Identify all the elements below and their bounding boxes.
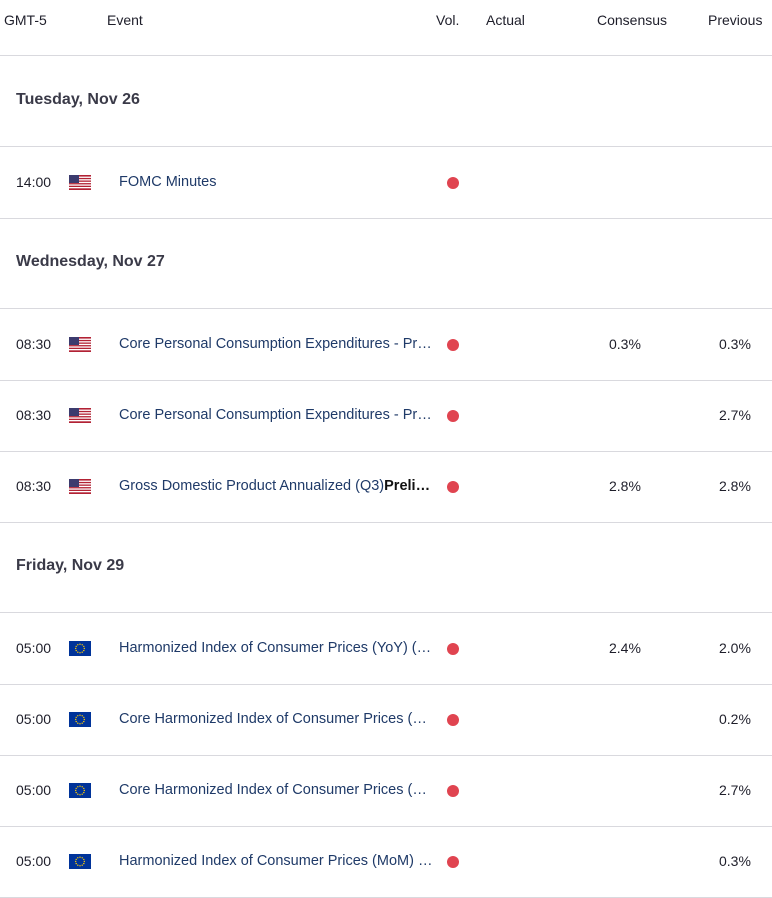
event-name[interactable]: Core Harmonized Index of Consumer Prices… (119, 711, 427, 727)
high-volatility-indicator (447, 856, 459, 868)
day-header-friday: Friday, Nov 29 (0, 522, 772, 613)
event-name[interactable]: Gross Domestic Product Annualized (Q3)Pr… (119, 478, 431, 494)
eu-flag-icon (69, 783, 91, 798)
event-name[interactable]: Core Personal Consumption Expenditures -… (119, 336, 432, 352)
consensus-value: 2.4% (609, 640, 641, 656)
high-volatility-indicator (447, 339, 459, 351)
volatility-header: Vol. (436, 12, 460, 28)
table-row[interactable]: 05:00 Harmonized Index of Consumer Price… (0, 826, 772, 898)
event-time: 08:30 (16, 478, 52, 494)
previous-value: 2.7% (719, 407, 751, 423)
calendar-header: GMT-5 Event Vol. Actual Consensus Previo… (0, 0, 772, 56)
previous-value: 2.8% (719, 478, 751, 494)
previous-value: 2.0% (719, 640, 751, 656)
event-time: 14:00 (16, 174, 52, 190)
event-time: 05:00 (16, 711, 52, 727)
table-row[interactable]: 05:00 Core Harmonized Index of Consumer … (0, 684, 772, 756)
consensus-value: 2.8% (609, 478, 641, 494)
day-header-tuesday: Tuesday, Nov 26 (0, 56, 772, 147)
actual-header: Actual (486, 12, 525, 28)
previous-value: 0.3% (719, 336, 751, 352)
table-row[interactable]: 08:30 Core Personal Consumption Expendit… (0, 380, 772, 452)
us-flag-icon (69, 408, 91, 423)
day-label: Tuesday, Nov 26 (16, 91, 140, 108)
table-row[interactable]: 08:30 Gross Domestic Product Annualized … (0, 451, 772, 523)
high-volatility-indicator (447, 785, 459, 797)
previous-value: 0.3% (719, 853, 751, 869)
eu-flag-icon (69, 641, 91, 656)
consensus-value: 0.3% (609, 336, 641, 352)
high-volatility-indicator (447, 410, 459, 422)
previous-value: 2.7% (719, 782, 751, 798)
event-name[interactable]: Core Harmonized Index of Consumer Prices… (119, 782, 427, 798)
event-name[interactable]: FOMC Minutes (119, 174, 217, 190)
timezone-header[interactable]: GMT-5 (4, 12, 47, 28)
us-flag-icon (69, 479, 91, 494)
us-flag-icon (69, 175, 91, 190)
consensus-header: Consensus (597, 12, 668, 28)
event-time: 08:30 (16, 336, 52, 352)
high-volatility-indicator (447, 177, 459, 189)
previous-value: 0.2% (719, 711, 751, 727)
previous-header: Previous (708, 12, 763, 28)
day-header-wednesday: Wednesday, Nov 27 (0, 218, 772, 309)
day-label: Friday, Nov 29 (16, 557, 125, 574)
event-name[interactable]: Core Personal Consumption Expenditures -… (119, 407, 432, 423)
event-time: 05:00 (16, 782, 52, 798)
table-row[interactable]: 05:00 Core Harmonized Index of Consumer … (0, 755, 772, 827)
table-row[interactable]: 05:00 Harmonized Index of Consumer Price… (0, 613, 772, 685)
event-name[interactable]: Harmonized Index of Consumer Prices (YoY… (119, 640, 432, 656)
high-volatility-indicator (447, 643, 459, 655)
event-time: 05:00 (16, 640, 52, 656)
event-time: 08:30 (16, 407, 52, 423)
high-volatility-indicator (447, 481, 459, 493)
eu-flag-icon (69, 854, 91, 869)
event-name[interactable]: Harmonized Index of Consumer Prices (MoM… (119, 853, 433, 869)
us-flag-icon (69, 337, 91, 352)
high-volatility-indicator (447, 714, 459, 726)
eu-flag-icon (69, 712, 91, 727)
table-row[interactable]: 08:30 Core Personal Consumption Expendit… (0, 309, 772, 381)
event-time: 05:00 (16, 853, 52, 869)
day-label: Wednesday, Nov 27 (16, 253, 165, 270)
table-row[interactable]: 14:00 FOMC Minutes (0, 147, 772, 219)
event-header: Event (107, 12, 143, 28)
